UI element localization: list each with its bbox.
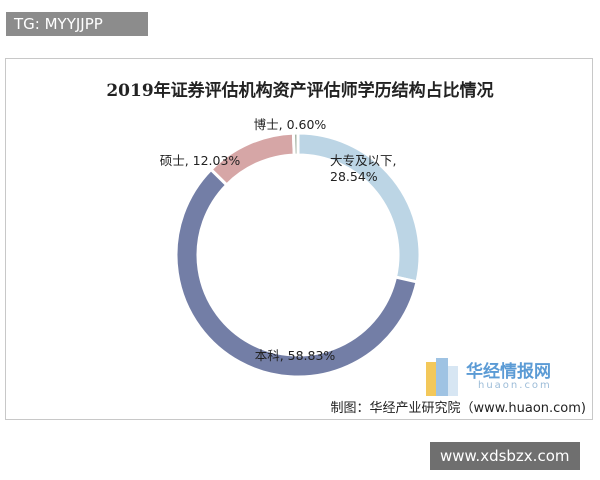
- watermark: TG: MYYJJPP: [6, 12, 148, 36]
- data-label: 硕士, 12.03%: [159, 153, 241, 168]
- data-label: 博士, 0.60%: [253, 117, 327, 132]
- donut-slice: [291, 131, 300, 157]
- chart-frame: [5, 58, 593, 420]
- source-note: 制图：华经产业研究院（www.huaon.com): [330, 401, 586, 416]
- watermark: www.xdsbzx.com: [430, 442, 580, 470]
- logo-icon: [426, 358, 458, 396]
- chart-title: 2019年证券评估机构资产评估师学历结构占比情况: [106, 81, 494, 101]
- data-label: 大专及以下, 28.54%: [330, 153, 397, 184]
- logo-url: huaon.com: [478, 380, 552, 391]
- logo-name: 华经情报网: [466, 362, 551, 382]
- data-label: 本科, 58.83%: [254, 348, 336, 363]
